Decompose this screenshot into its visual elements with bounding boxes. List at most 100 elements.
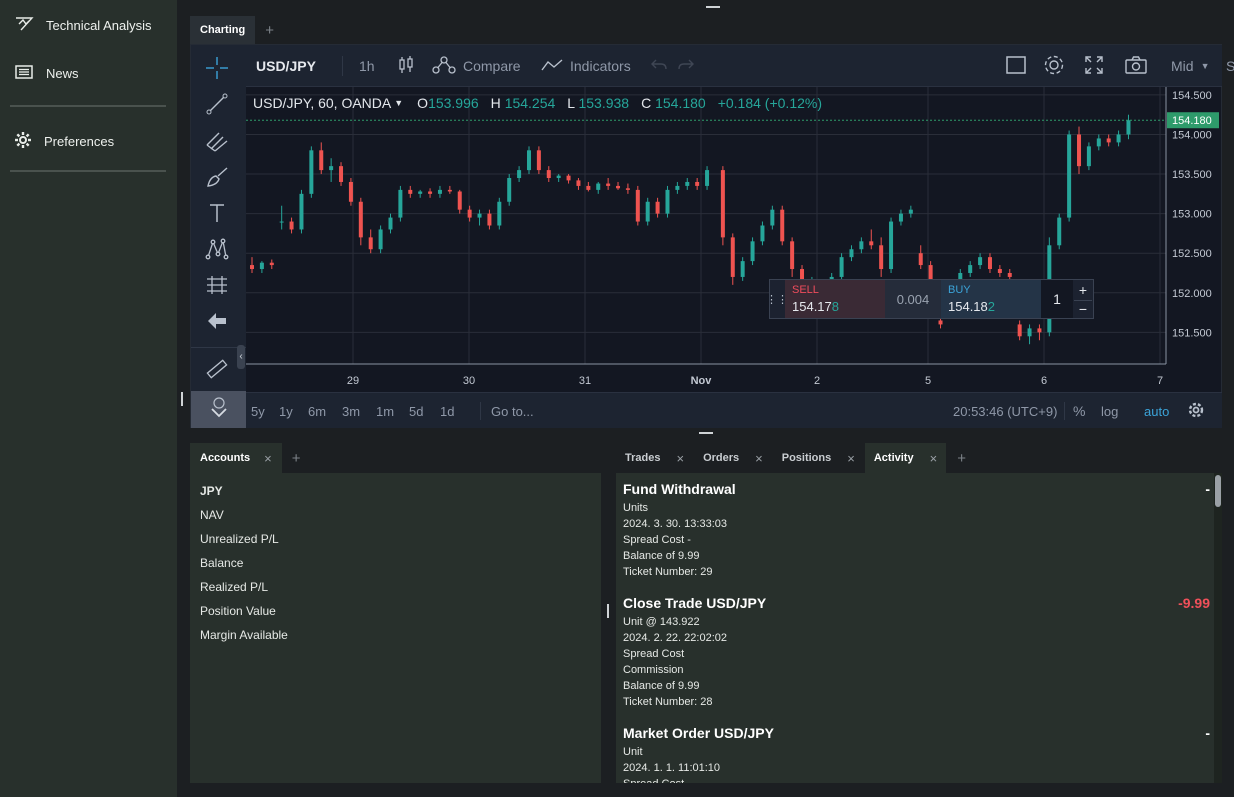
- range-1y-button[interactable]: 1y: [279, 403, 293, 419]
- activity-title[interactable]: Market Order USD/JPY: [623, 725, 774, 741]
- quantity-decrease-button[interactable]: −: [1074, 300, 1092, 317]
- pitchfork-tool[interactable]: [203, 129, 231, 157]
- candle-body: [750, 241, 755, 262]
- drag-handle-icon[interactable]: ⋮⋮: [766, 293, 788, 306]
- close-icon[interactable]: ×: [847, 450, 855, 466]
- close-icon[interactable]: ×: [676, 450, 685, 466]
- x-tick-label: 31: [579, 375, 591, 387]
- close-icon[interactable]: ×: [929, 450, 938, 466]
- candle-body: [1017, 324, 1022, 337]
- range-1d-button[interactable]: 1d: [440, 403, 455, 419]
- symbol-selector[interactable]: USD/JPY: [256, 45, 316, 87]
- range-6m-button[interactable]: 6m: [308, 403, 327, 419]
- quantity-increase-button[interactable]: +: [1078, 281, 1088, 298]
- tab-trades[interactable]: Trades ×: [616, 443, 695, 473]
- layout-button[interactable]: [1006, 45, 1026, 87]
- trend-line-tool[interactable]: [203, 92, 231, 120]
- redo-button[interactable]: [678, 45, 694, 87]
- trend-line-icon: [205, 92, 229, 121]
- fullscreen-icon: [1084, 55, 1104, 78]
- screenshot-button[interactable]: [1125, 45, 1147, 87]
- indicators-button[interactable]: Indicators: [541, 45, 631, 87]
- candle-body: [289, 221, 294, 230]
- x-tick-label: 30: [463, 375, 475, 387]
- activity-title[interactable]: Fund Withdrawal: [623, 481, 736, 497]
- x-tick-label: 29: [347, 375, 359, 387]
- sidebar-divider: [10, 170, 166, 172]
- auto-scale-button[interactable]: auto: [1144, 403, 1170, 419]
- tab-accounts[interactable]: Accounts ×: [190, 443, 282, 473]
- compare-button[interactable]: Compare: [432, 45, 521, 87]
- sell-button[interactable]: SELL 154.178: [785, 280, 885, 318]
- candle-body: [705, 170, 710, 186]
- caret-down-icon[interactable]: ▼: [394, 98, 404, 108]
- close-icon[interactable]: ×: [755, 450, 763, 466]
- collapse-toolbar-button[interactable]: ‹: [237, 345, 245, 369]
- brush-icon: [205, 165, 229, 194]
- price-chart[interactable]: 154.500 154.000 153.500 153.000 152.500 152.0…: [246, 87, 1222, 392]
- range-3m-button[interactable]: 3m: [342, 403, 361, 419]
- add-tab-button[interactable]: +: [291, 449, 301, 467]
- brush-tool[interactable]: [203, 165, 231, 193]
- tab-positions[interactable]: Positions ×: [773, 443, 865, 473]
- clock[interactable]: 20:53:46 (UTC+9): [953, 403, 1058, 419]
- resize-handle[interactable]: [699, 432, 713, 434]
- sidebar-item-preferences[interactable]: Preferences: [14, 131, 114, 152]
- candle-body: [968, 265, 973, 273]
- add-tab-button[interactable]: +: [957, 449, 966, 467]
- candle-body: [685, 181, 690, 186]
- text-tool[interactable]: [203, 201, 231, 229]
- settings-button[interactable]: [1043, 45, 1065, 87]
- candle-body: [889, 221, 894, 270]
- account-row-label: NAV: [200, 508, 224, 522]
- percent-scale-button[interactable]: %: [1073, 403, 1086, 419]
- tab-activity[interactable]: Activity ×: [864, 443, 948, 473]
- buy-button[interactable]: BUY 154.182: [941, 280, 1041, 318]
- legend-title[interactable]: USD/JPY, 60, OANDA: [253, 95, 392, 111]
- candle-body: [596, 183, 601, 190]
- add-tab-button[interactable]: +: [265, 21, 274, 39]
- pattern-tool[interactable]: [203, 237, 231, 265]
- close-icon[interactable]: ×: [264, 450, 272, 466]
- toolbar-divider: [342, 56, 343, 76]
- undo-button[interactable]: [651, 45, 667, 87]
- range-5d-button[interactable]: 5d: [409, 403, 424, 419]
- chart-type-button[interactable]: [398, 45, 414, 87]
- resize-handle[interactable]: [607, 604, 609, 618]
- tab-charting[interactable]: Charting: [190, 16, 256, 44]
- back-tool[interactable]: [203, 309, 231, 337]
- candle-body: [437, 189, 442, 194]
- activity-title[interactable]: Close Trade USD/JPY: [623, 595, 767, 611]
- y-tick-label: 154.000: [1172, 129, 1212, 141]
- resize-handle[interactable]: [706, 6, 720, 8]
- candle-body: [675, 185, 680, 190]
- fullscreen-button[interactable]: [1084, 45, 1104, 87]
- indicators-icon: [541, 58, 563, 75]
- interval-label: 1h: [359, 58, 375, 74]
- candle-body: [378, 229, 383, 250]
- scrollbar-thumb[interactable]: [1215, 475, 1221, 507]
- range-1m-button[interactable]: 1m: [376, 403, 395, 419]
- ruler-tool[interactable]: [203, 357, 231, 385]
- text-icon: [205, 201, 229, 230]
- sidebar-item-news[interactable]: News: [14, 64, 79, 83]
- toolbar-divider: [1064, 402, 1065, 420]
- tab-orders[interactable]: Orders ×: [694, 443, 773, 473]
- interval-selector[interactable]: 1h: [359, 45, 375, 87]
- scale-settings-button[interactable]: [1188, 393, 1204, 429]
- zoom-tool[interactable]: [191, 391, 246, 428]
- crosshair-tool[interactable]: [203, 56, 231, 84]
- price-source-selector[interactable]: Mid ▼: [1171, 45, 1209, 87]
- resize-handle[interactable]: [181, 392, 183, 406]
- range-5y-button[interactable]: 5y: [251, 403, 265, 419]
- candle-body: [1086, 146, 1091, 167]
- goto-button[interactable]: Go to...: [491, 403, 534, 419]
- activity-scrollbar[interactable]: [1214, 473, 1222, 783]
- candle-body: [1116, 134, 1121, 143]
- sidebar-item-technical-analysis[interactable]: Technical Analysis: [14, 16, 152, 35]
- log-scale-button[interactable]: log: [1101, 403, 1119, 419]
- quantity-input[interactable]: 1: [1041, 280, 1073, 318]
- saved-button[interactable]: Saved: [1226, 45, 1234, 87]
- prediction-tool[interactable]: [203, 273, 231, 301]
- candle-body: [1106, 138, 1111, 143]
